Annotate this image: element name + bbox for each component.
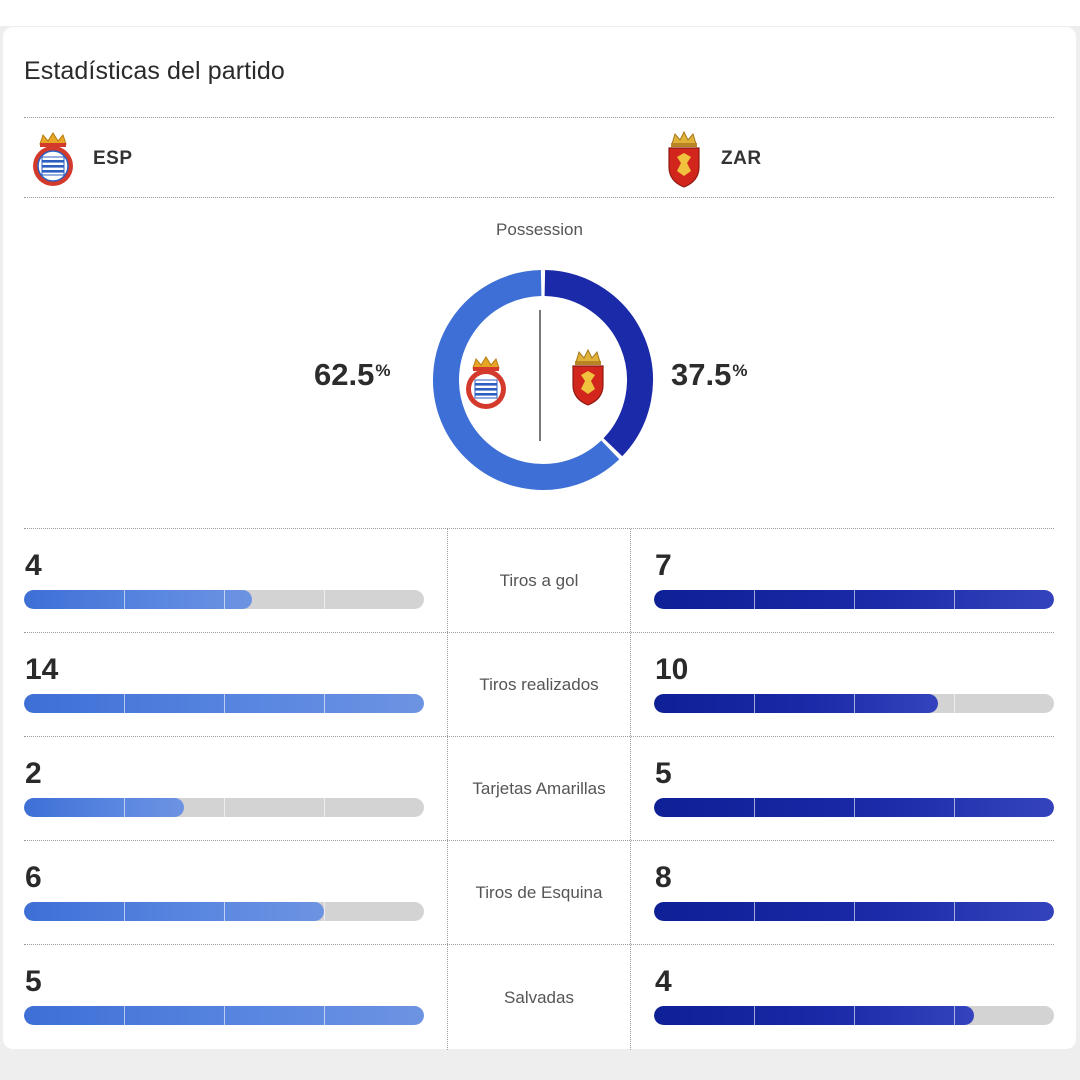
away-stat-value: 7 [655,549,672,582]
bar-segment-tick [124,590,125,609]
home-stat-bar [24,902,424,921]
stat-row: 4 Tiros a gol 7 [24,528,1054,632]
match-stats-card: Estadísticas del partido ESP ZAR Possess… [3,27,1076,1050]
home-possession-arc [433,270,620,490]
bar-segment-tick [324,590,325,609]
away-stat-bar [654,1006,1054,1025]
home-stat-bar-fill [24,798,184,817]
possession-donut-chart [433,270,653,490]
possession-label: Possession [496,220,583,239]
home-stat-bar-fill [24,590,252,609]
stat-label: Tiros de Esquina [447,841,631,944]
away-team: ZAR [665,129,762,189]
away-stat-bar [654,590,1054,609]
bar-segment-tick [124,1006,125,1025]
home-stat-bar [24,1006,424,1025]
divider [24,197,1054,198]
bar-segment-tick [324,1006,325,1025]
bar-segment-tick [224,798,225,817]
espanyol-crest-icon [466,356,506,409]
stat-label: Tiros a gol [447,529,631,632]
bar-segment-tick [754,590,755,609]
divider [24,117,1054,118]
stat-row: 2 Tarjetas Amarillas 5 [24,736,1054,840]
home-stat: 14 [24,633,426,736]
bar-segment-tick [224,590,225,609]
stats-table: 4 Tiros a gol 7 14 Tiros realizados 10 2 [24,528,1054,1050]
bar-segment-tick [854,1006,855,1025]
bar-segment-tick [754,902,755,921]
bar-segment-tick [324,902,325,921]
home-stat-bar [24,590,424,609]
stat-label: Tiros realizados [447,633,631,736]
bar-segment-tick [954,1006,955,1025]
bar-segment-tick [954,694,955,713]
away-stat-bar [654,798,1054,817]
bar-segment-tick [954,798,955,817]
away-stat-bar-fill [654,1006,974,1025]
bar-segment-tick [324,694,325,713]
away-stat-value: 4 [655,965,672,998]
bar-segment-tick [124,798,125,817]
home-stat-bar [24,798,424,817]
stat-row: 14 Tiros realizados 10 [24,632,1054,736]
espanyol-crest-icon [33,132,73,186]
away-stat: 4 [654,945,1056,1050]
bar-segment-tick [754,1006,755,1025]
top-strip [0,0,1080,26]
bar-segment-tick [854,902,855,921]
home-team-abbr: ESP [93,148,133,169]
zaragoza-crest-icon [668,130,700,188]
bar-segment-tick [324,798,325,817]
bar-segment-tick [224,902,225,921]
bar-segment-tick [124,694,125,713]
stat-label: Salvadas [447,945,631,1050]
away-stat: 5 [654,737,1056,840]
away-stat: 8 [654,841,1056,944]
bar-segment-tick [224,1006,225,1025]
away-stat-value: 8 [655,861,672,894]
bar-segment-tick [754,798,755,817]
away-stat-value: 10 [655,653,689,686]
away-stat: 10 [654,633,1056,736]
home-stat-value: 4 [25,549,42,582]
home-possession-value: 62.5% [314,357,391,392]
home-stat-value: 5 [25,965,42,998]
bar-segment-tick [954,902,955,921]
home-stat: 4 [24,529,426,632]
away-stat: 7 [654,529,1056,632]
bar-segment-tick [854,798,855,817]
bar-segment-tick [954,590,955,609]
bar-segment-tick [854,590,855,609]
home-stat-value: 14 [25,653,59,686]
home-stat-value: 6 [25,861,42,894]
away-stat-bar [654,694,1054,713]
home-stat-value: 2 [25,757,42,790]
bar-segment-tick [754,694,755,713]
home-stat: 2 [24,737,426,840]
zaragoza-crest-icon [572,348,604,406]
bar-segment-tick [124,902,125,921]
away-possession-arc [544,270,653,457]
away-stat-bar [654,902,1054,921]
home-stat-bar [24,694,424,713]
away-stat-bar-fill [654,694,938,713]
stat-row: 6 Tiros de Esquina 8 [24,840,1054,944]
away-stat-value: 5 [655,757,672,790]
card-title: Estadísticas del partido [24,57,285,85]
away-team-abbr: ZAR [721,148,762,169]
home-stat: 6 [24,841,426,944]
home-team: ESP [31,129,133,189]
bar-segment-tick [224,694,225,713]
home-stat-bar-fill [24,902,324,921]
stat-row: 5 Salvadas 4 [24,944,1054,1050]
stat-label: Tarjetas Amarillas [447,737,631,840]
bar-segment-tick [854,694,855,713]
away-possession-value: 37.5% [671,357,748,392]
home-stat: 5 [24,945,426,1050]
